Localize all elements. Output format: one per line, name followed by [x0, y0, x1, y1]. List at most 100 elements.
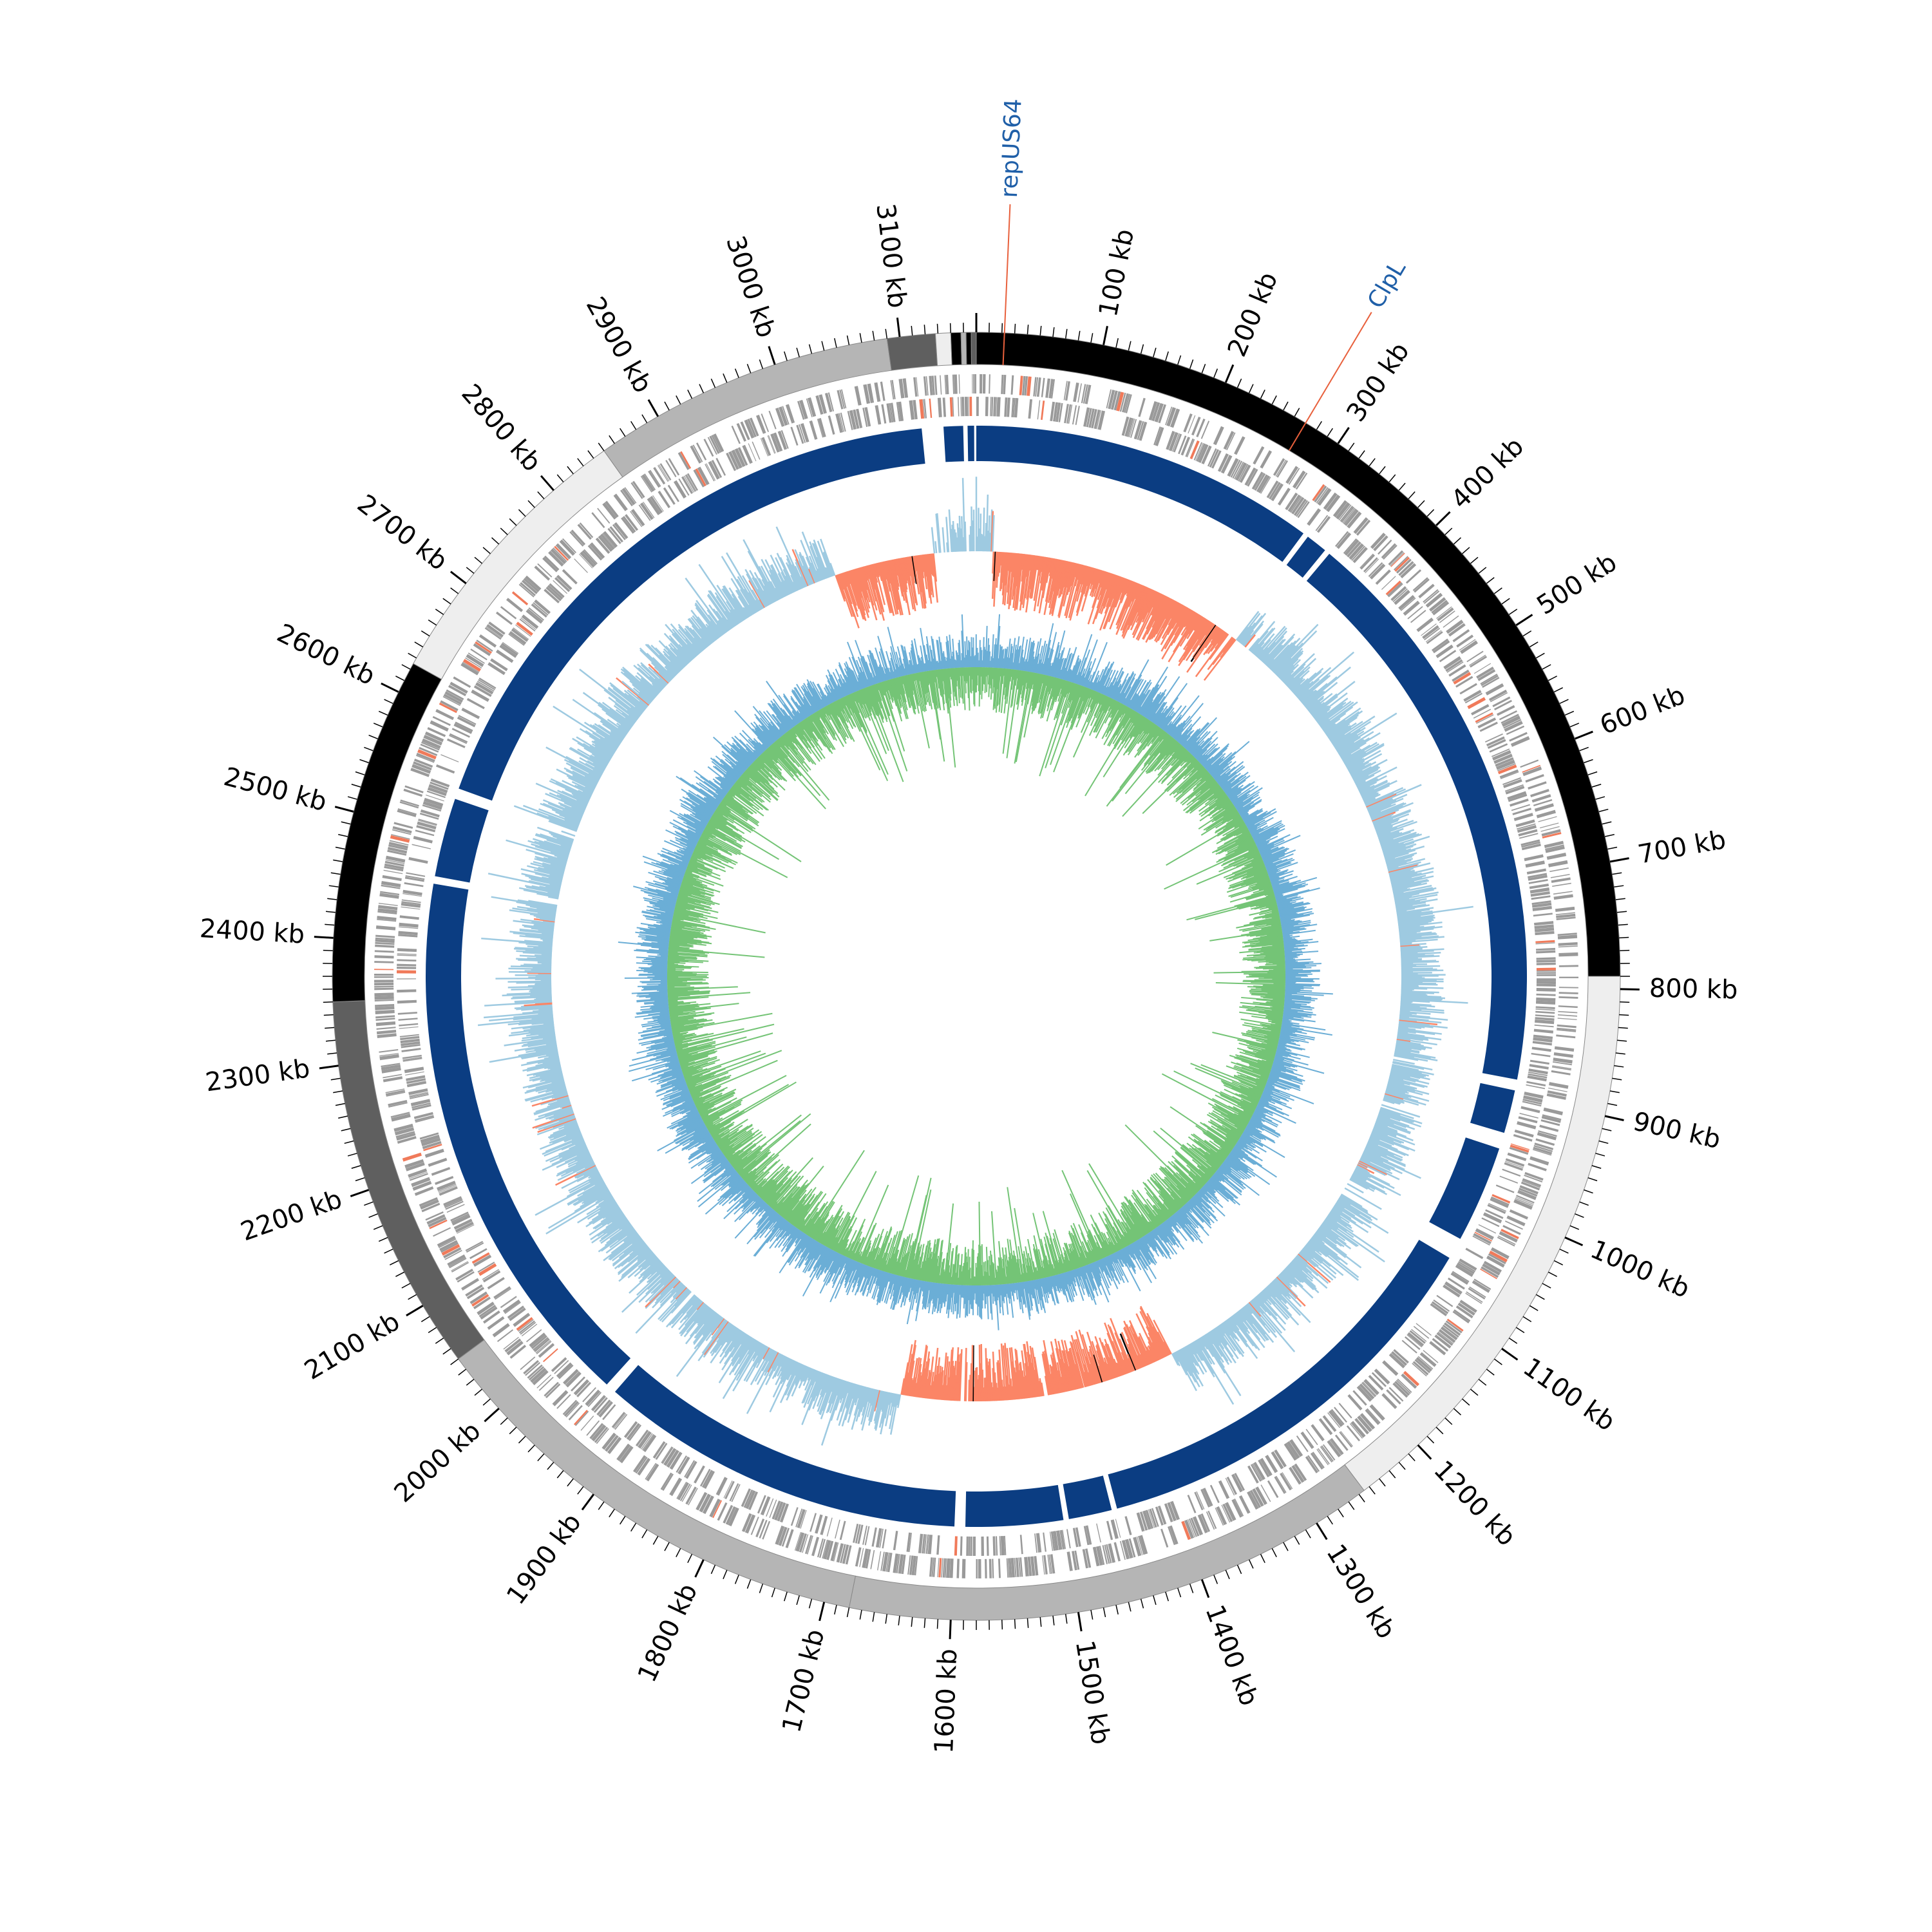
- cds-feature: [591, 1395, 606, 1412]
- gc-skew-bar: [826, 567, 831, 578]
- gc-skew-bar: [1368, 1138, 1409, 1157]
- gc-skew-bar: [933, 553, 938, 582]
- gc-skew-bar: [1057, 562, 1072, 617]
- gc-skew-bar: [995, 551, 999, 581]
- cds-feature: [1142, 1510, 1151, 1530]
- cds-feature: [1195, 442, 1204, 461]
- gc-skew-bar: [1012, 553, 1020, 609]
- scale-tick: [1052, 1615, 1055, 1625]
- cds-feature: [426, 794, 444, 802]
- cds-feature: [409, 1171, 428, 1179]
- cds-feature: [1293, 498, 1307, 516]
- gc-skew-bar: [623, 1238, 643, 1254]
- gc-skew-bar: [1389, 1074, 1416, 1083]
- gc-skew-bar: [1232, 1314, 1260, 1351]
- cds-feature: [896, 1553, 900, 1573]
- cds-feature: [1541, 1115, 1561, 1123]
- cds-feature: [1006, 1558, 1009, 1578]
- gc-skew-bar: [533, 947, 553, 950]
- cds-feature: [1181, 1520, 1191, 1540]
- cds-feature: [952, 374, 954, 394]
- gc-content-bar: [1131, 696, 1140, 710]
- gc-skew-bar: [601, 1211, 623, 1226]
- gc-skew-bar: [623, 690, 647, 709]
- cds-feature: [1413, 1325, 1430, 1339]
- gc-content-bar: [1146, 689, 1167, 719]
- gc-skew-bar: [1318, 700, 1352, 726]
- gc-skew-bar: [621, 1268, 668, 1313]
- cds-feature: [594, 1426, 609, 1443]
- cds-feature: [874, 382, 881, 402]
- gc-skew-bar: [1327, 714, 1359, 737]
- cds-feature: [402, 1152, 422, 1162]
- cds-feature: [451, 1215, 471, 1226]
- gc-deviation-bar: [1161, 752, 1191, 782]
- gc-skew-bar: [558, 1142, 586, 1155]
- gc-deviation-bar: [1063, 681, 1070, 697]
- cds-feature: [1097, 410, 1106, 430]
- tick-label: 2600 kb: [272, 618, 380, 691]
- gc-content-bar: [1016, 646, 1021, 670]
- cds-feature: [449, 735, 468, 744]
- gc-content-bar: [1039, 643, 1048, 674]
- gc-skew-bar: [639, 647, 673, 680]
- gc-skew-bar: [1240, 1308, 1254, 1325]
- cds-feature: [375, 934, 395, 938]
- gc-skew-bar: [542, 939, 553, 942]
- gc-skew-bar: [836, 1381, 850, 1421]
- gc-skew-bar: [549, 883, 562, 888]
- gc-skew-bar: [801, 555, 815, 584]
- cds-feature: [1482, 1263, 1501, 1276]
- cds-feature: [1296, 1435, 1309, 1452]
- gc-skew-bar: [605, 1214, 625, 1229]
- scale-tick: [1548, 676, 1557, 681]
- gc-skew-bar: [786, 1361, 797, 1381]
- cds-feature: [603, 531, 618, 548]
- gc-deviation-bar: [1084, 690, 1096, 715]
- gc-skew-bar: [598, 1195, 613, 1206]
- cds-feature: [882, 1529, 887, 1549]
- gc-skew-bar: [1390, 871, 1434, 882]
- cds-feature: [929, 375, 933, 395]
- gc-deviation-bar: [988, 667, 991, 697]
- gc-skew-bar: [1204, 1334, 1222, 1360]
- cds-feature: [1455, 1305, 1473, 1319]
- gc-skew-bar: [592, 769, 603, 776]
- blast-hit-3: [1470, 1083, 1515, 1133]
- gc-content-bar: [991, 634, 994, 668]
- cds-feature: [661, 1446, 674, 1464]
- gc-skew-bar: [1236, 1311, 1265, 1349]
- cds-feature: [1198, 444, 1209, 463]
- gc-skew-bar: [1304, 1245, 1331, 1267]
- gc-skew-bar: [1387, 862, 1407, 869]
- gc-skew-bar: [880, 1392, 891, 1435]
- gc-skew-bar: [542, 1059, 560, 1065]
- gc-skew-bar: [594, 1210, 623, 1230]
- gc-skew-bar: [1081, 1334, 1098, 1385]
- blast-hit-8: [614, 1365, 956, 1527]
- cds-feature: [381, 880, 401, 887]
- gc-deviation-bar: [1101, 703, 1122, 739]
- scale-tick: [687, 1553, 693, 1564]
- gc-skew-bar: [1267, 644, 1290, 668]
- gc-skew-bar: [1325, 1217, 1347, 1232]
- cds-feature: [1558, 1005, 1578, 1009]
- gc-skew-bar: [1267, 1284, 1287, 1305]
- scale-tick: [466, 1379, 475, 1386]
- cds-feature: [1357, 1415, 1372, 1432]
- cds-feature: [1138, 1535, 1145, 1555]
- gc-skew-bar: [1089, 1363, 1097, 1385]
- gc-skew-bar: [527, 945, 553, 949]
- gc-skew-bar: [1045, 558, 1055, 602]
- gc-content-bar: [1108, 681, 1118, 698]
- gc-skew-bar: [1387, 1085, 1408, 1093]
- gc-skew-bar: [1103, 574, 1117, 609]
- cds-feature: [731, 1484, 741, 1502]
- gc-skew-bar: [873, 1390, 882, 1421]
- gc-skew-bar: [785, 562, 800, 591]
- gc-skew-bar: [1242, 634, 1252, 646]
- gc-skew-bar: [622, 668, 656, 698]
- cds-feature: [431, 1167, 451, 1176]
- gc-deviation-bar: [1079, 686, 1085, 698]
- cds-feature: [1446, 661, 1464, 673]
